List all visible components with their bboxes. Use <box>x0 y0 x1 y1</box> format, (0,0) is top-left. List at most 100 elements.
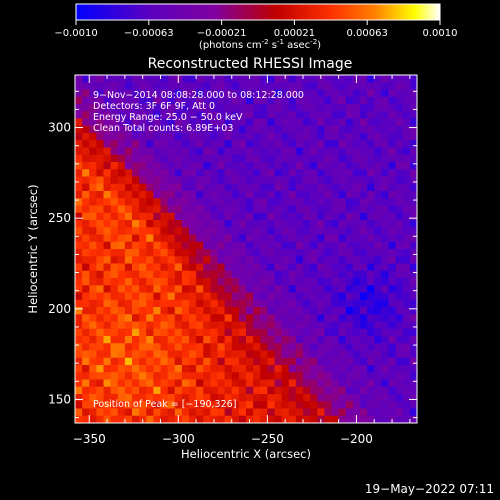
heatmap-cell <box>360 278 368 286</box>
heatmap-cell <box>217 125 226 134</box>
heatmap-cell <box>196 176 204 185</box>
heatmap-cell <box>360 147 368 156</box>
heatmap-cell <box>253 147 261 156</box>
heatmap-cell <box>310 336 318 344</box>
heatmap-cell <box>132 205 140 214</box>
heatmap-cell <box>409 198 417 206</box>
heatmap-cell <box>281 104 290 112</box>
heatmap-cell <box>189 401 197 409</box>
heatmap-cell <box>110 133 119 141</box>
heatmap-cell <box>210 234 218 243</box>
heatmap-cell <box>288 336 297 344</box>
heatmap-cell <box>409 350 417 359</box>
heatmap-cell <box>203 96 211 105</box>
heatmap-cell <box>324 343 332 351</box>
heatmap-cell <box>303 270 311 279</box>
heatmap-cell <box>246 336 254 344</box>
heatmap-cell <box>288 292 297 301</box>
heatmap-cell <box>246 314 254 322</box>
heatmap-cell <box>117 394 126 402</box>
heatmap-cell <box>117 343 126 351</box>
heatmap-cell <box>338 75 347 83</box>
heatmap-cell <box>153 343 161 351</box>
heatmap-cell <box>267 343 275 351</box>
heatmap-cell <box>367 328 375 337</box>
heatmap-cell <box>153 147 161 156</box>
heatmap-cell <box>217 82 226 90</box>
heatmap-cell <box>331 372 340 380</box>
heatmap-cell <box>103 169 112 177</box>
heatmap-cell <box>139 205 147 214</box>
heatmap-cell <box>295 183 304 192</box>
heatmap-cell <box>303 379 311 388</box>
heatmap-cell <box>367 249 375 257</box>
heatmap-cell <box>310 183 318 192</box>
heatmap-cell <box>217 212 226 221</box>
heatmap-cell <box>367 147 375 156</box>
heatmap-cell <box>338 133 347 141</box>
heatmap-cell <box>267 183 275 192</box>
heatmap-cell <box>253 386 261 395</box>
heatmap-cell <box>381 343 389 351</box>
heatmap-cell <box>274 176 283 185</box>
heatmap-cell <box>167 212 176 221</box>
heatmap-cell <box>331 379 340 388</box>
heatmap-cell <box>146 111 154 119</box>
heatmap-cell <box>160 89 169 98</box>
heatmap-cell <box>274 82 283 90</box>
heatmap-cell <box>288 241 297 250</box>
heatmap-cell <box>324 104 332 112</box>
heatmap-cell <box>381 292 389 301</box>
heatmap-cell <box>303 263 311 272</box>
heatmap-cell <box>117 220 126 228</box>
heatmap-cell <box>196 379 204 388</box>
heatmap-cell <box>203 241 211 250</box>
heatmap-cell <box>181 336 190 344</box>
heatmap-cell <box>203 227 211 235</box>
heatmap-cell <box>96 365 104 373</box>
heatmap-cell <box>139 336 147 344</box>
heatmap-cell <box>160 336 169 344</box>
heatmap-cell <box>224 278 233 286</box>
heatmap-cell <box>82 415 90 423</box>
heatmap-cell <box>174 357 183 366</box>
heatmap-cell <box>203 220 211 228</box>
heatmap-cell <box>139 176 147 185</box>
heatmap-cell <box>96 176 104 185</box>
heatmap-cell <box>196 336 204 344</box>
heatmap-cell <box>281 350 290 359</box>
heatmap-cell <box>139 234 147 243</box>
heatmap-cell <box>217 336 226 344</box>
heatmap-cell <box>82 249 90 257</box>
heatmap-cell <box>374 292 382 301</box>
heatmap-cell <box>360 408 368 417</box>
heatmap-cell <box>381 75 389 83</box>
heatmap-cell <box>310 169 318 177</box>
heatmap-cell <box>167 241 176 250</box>
heatmap-cell <box>196 256 204 264</box>
heatmap-cell <box>203 118 211 127</box>
heatmap-cell <box>231 307 240 315</box>
heatmap-cell <box>402 292 411 301</box>
heatmap-cell <box>310 234 318 243</box>
heatmap-cell <box>395 176 404 185</box>
heatmap-cell <box>274 169 283 177</box>
heatmap-cell <box>89 328 97 337</box>
heatmap-cell <box>89 270 97 279</box>
heatmap-cell <box>260 162 268 170</box>
heatmap-cell <box>139 89 147 98</box>
heatmap-cell <box>75 372 83 380</box>
heatmap-cell <box>146 82 154 90</box>
heatmap-cell <box>409 292 417 301</box>
heatmap-cell <box>352 220 361 228</box>
heatmap-cell <box>139 401 147 409</box>
heatmap-cell <box>310 191 318 199</box>
heatmap-cell <box>324 386 332 395</box>
heatmap-cell <box>231 386 240 395</box>
heatmap-cell <box>174 227 183 235</box>
heatmap-cell <box>303 408 311 417</box>
heatmap-cell <box>196 328 204 337</box>
heatmap-cell <box>181 299 190 308</box>
heatmap-cell <box>153 133 161 141</box>
heatmap-cell <box>260 292 268 301</box>
